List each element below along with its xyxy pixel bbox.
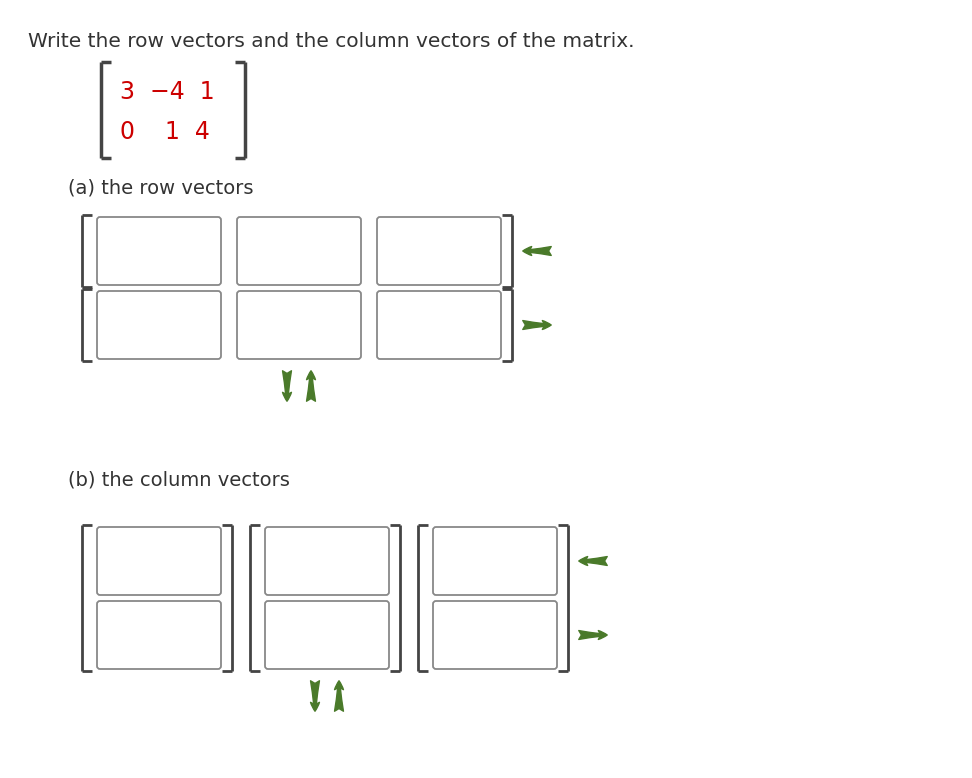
FancyBboxPatch shape <box>97 527 221 595</box>
FancyBboxPatch shape <box>377 217 501 285</box>
Text: (a) the row vectors: (a) the row vectors <box>68 178 254 197</box>
FancyBboxPatch shape <box>97 601 221 669</box>
FancyBboxPatch shape <box>97 217 221 285</box>
FancyBboxPatch shape <box>377 291 501 359</box>
FancyBboxPatch shape <box>433 601 557 669</box>
FancyBboxPatch shape <box>237 291 361 359</box>
FancyBboxPatch shape <box>433 527 557 595</box>
FancyBboxPatch shape <box>97 291 221 359</box>
FancyBboxPatch shape <box>265 601 389 669</box>
Text: Write the row vectors and the column vectors of the matrix.: Write the row vectors and the column vec… <box>28 32 635 51</box>
Text: 0    1  4: 0 1 4 <box>120 120 210 144</box>
FancyBboxPatch shape <box>237 217 361 285</box>
FancyBboxPatch shape <box>265 527 389 595</box>
Text: 3  −4  1: 3 −4 1 <box>120 80 215 104</box>
Text: (b) the column vectors: (b) the column vectors <box>68 470 290 489</box>
